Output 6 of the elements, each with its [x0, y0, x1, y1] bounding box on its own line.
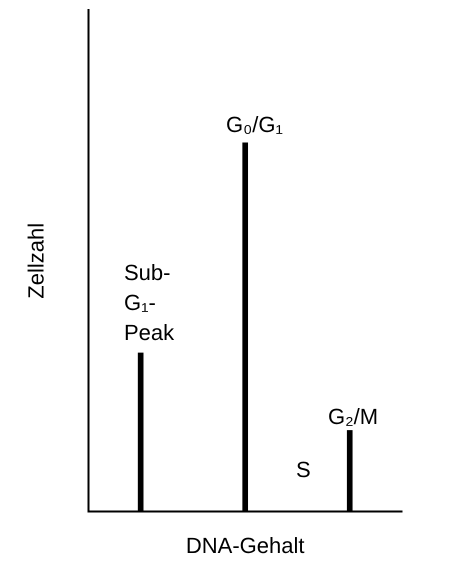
- annotation: S: [296, 456, 311, 484]
- text: G₀/G₁: [226, 111, 283, 139]
- x-axis-title: DNA-Gehalt: [186, 532, 304, 558]
- annotation: Sub-G₁-Peak: [124, 259, 174, 347]
- y-axis-title: Zellzahl: [23, 222, 48, 299]
- annotation: G₂/M: [328, 403, 378, 431]
